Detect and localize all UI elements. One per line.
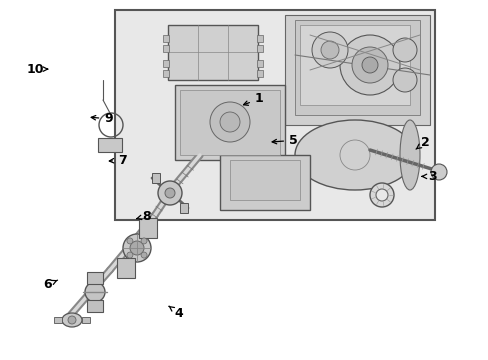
Circle shape <box>68 316 76 324</box>
Bar <box>54 317 62 323</box>
Circle shape <box>339 35 399 95</box>
Circle shape <box>430 164 446 180</box>
Circle shape <box>282 167 297 183</box>
Bar <box>152 173 160 183</box>
Text: 9: 9 <box>91 112 113 125</box>
Circle shape <box>141 252 147 258</box>
Bar <box>163 45 169 52</box>
Text: 6: 6 <box>43 278 58 291</box>
Ellipse shape <box>62 313 82 327</box>
Circle shape <box>141 238 147 244</box>
Bar <box>117 258 135 278</box>
Circle shape <box>320 41 338 59</box>
Bar <box>299 25 409 105</box>
Bar <box>163 70 169 77</box>
Circle shape <box>123 234 151 262</box>
Bar <box>180 90 280 155</box>
Bar <box>257 70 263 77</box>
Text: 10: 10 <box>26 63 47 76</box>
Bar <box>163 60 169 67</box>
Bar <box>87 300 103 312</box>
Bar <box>175 85 285 160</box>
Text: 8: 8 <box>136 210 151 222</box>
Circle shape <box>127 252 133 258</box>
Bar <box>257 60 263 67</box>
Ellipse shape <box>399 120 419 190</box>
Circle shape <box>361 57 377 73</box>
Bar <box>87 272 103 284</box>
Circle shape <box>369 183 393 207</box>
Text: 4: 4 <box>169 306 183 320</box>
Circle shape <box>220 112 240 132</box>
Bar <box>294 20 419 115</box>
Circle shape <box>209 102 249 142</box>
Circle shape <box>85 282 105 302</box>
Circle shape <box>127 238 133 244</box>
Bar <box>220 155 309 210</box>
Circle shape <box>164 188 175 198</box>
Text: 7: 7 <box>109 154 126 167</box>
Circle shape <box>231 167 247 183</box>
Text: 5: 5 <box>272 134 297 147</box>
Bar <box>257 45 263 52</box>
Circle shape <box>351 47 387 83</box>
Bar <box>163 35 169 42</box>
Circle shape <box>158 181 182 205</box>
Bar <box>98 138 122 152</box>
Circle shape <box>130 241 143 255</box>
Circle shape <box>392 68 416 92</box>
Text: 3: 3 <box>421 170 436 183</box>
Ellipse shape <box>294 120 414 190</box>
Text: 1: 1 <box>243 93 263 105</box>
Bar <box>139 218 157 238</box>
Circle shape <box>392 38 416 62</box>
Bar <box>115 10 434 220</box>
Bar <box>180 203 187 213</box>
Bar <box>82 317 90 323</box>
Bar <box>257 35 263 42</box>
Bar <box>168 25 258 80</box>
Text: 2: 2 <box>415 136 429 149</box>
Circle shape <box>311 32 347 68</box>
Circle shape <box>375 189 387 201</box>
Bar <box>285 15 429 125</box>
Bar <box>229 160 299 200</box>
